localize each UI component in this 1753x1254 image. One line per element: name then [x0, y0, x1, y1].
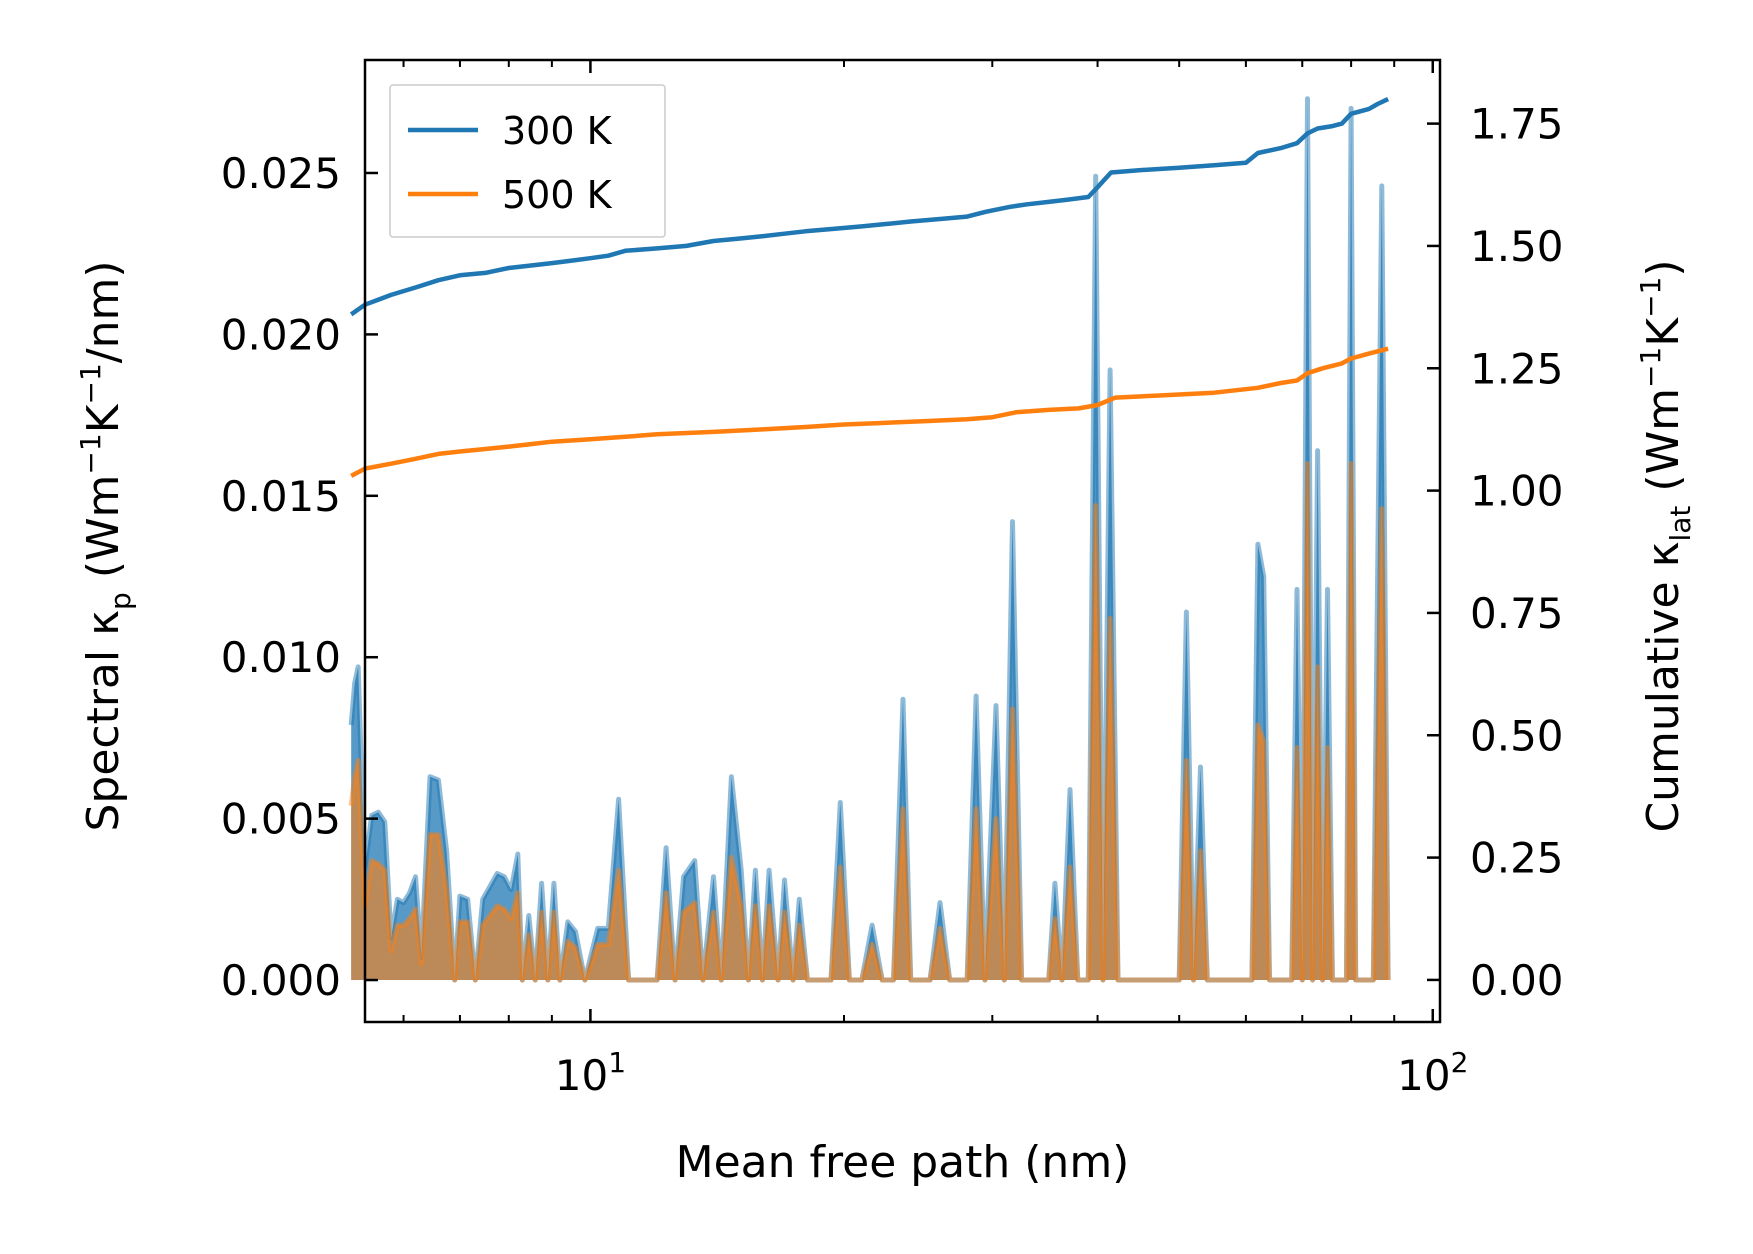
y-left-title-sub: p: [104, 592, 137, 610]
plot-frame: [363, 58, 1442, 1024]
y-right-tick-label: 0.25: [1470, 834, 1564, 883]
y-right-tick-label: 0.50: [1470, 711, 1564, 760]
y-right-tick-label: 1.50: [1470, 222, 1564, 271]
y-right-tick-label: 1.25: [1470, 344, 1564, 393]
cumulative-line-300k: [349, 97, 1390, 317]
y-right-tick-label: 0.00: [1470, 956, 1564, 1005]
x-axis-title: Mean free path (nm): [676, 1137, 1130, 1188]
y-right-title-sup2: −1: [1634, 277, 1667, 318]
y-right-title-unit-close: ): [1638, 259, 1689, 276]
y-right-title-main: Cumulative κ: [1638, 541, 1689, 832]
y-left-tick-label: 0.015: [221, 472, 341, 521]
y-right-tick-label: 1.00: [1470, 467, 1564, 516]
y-right-axis-title: Cumulative κlat (Wm−1K−1): [1634, 259, 1697, 832]
y-right-title-sup1: −1: [1634, 347, 1667, 388]
legend-label-300k: 300 K: [502, 109, 613, 153]
x-tick-base: 10: [555, 1051, 608, 1100]
y-left-title-sup2: −1: [74, 363, 107, 404]
y-left-tick-label: 0.025: [221, 149, 341, 198]
x-tick-label: 102: [1397, 1046, 1468, 1100]
x-tick-label: 101: [555, 1046, 626, 1100]
cumulative-series-layer: [349, 97, 1390, 478]
x-tick-base: 10: [1397, 1051, 1450, 1100]
x-tick-exponent: 1: [608, 1046, 626, 1079]
y-right-tick-label: 1.75: [1470, 100, 1564, 149]
y-left-tick-label: 0.020: [221, 310, 341, 359]
y-right-title-unit-mid: K: [1638, 317, 1689, 347]
y-left-axis-title: Spectral κp (Wm−1K−1/nm): [74, 260, 137, 831]
y-left-title-unit-mid: K: [78, 403, 129, 433]
y-left-tick-label: 0.005: [221, 795, 341, 844]
legend-box: [389, 84, 666, 238]
cumulative-line-500k: [350, 346, 1389, 478]
y-left-tick-label: 0.010: [221, 633, 341, 682]
ticks-layer: 101 1020.0000.0050.0100.0150.0200.0250.00…: [221, 60, 1564, 1100]
y-left-title-unit-open: (Wm: [78, 475, 129, 593]
y-left-title-main: Spectral κ: [78, 610, 129, 832]
x-tick-exponent: 2: [1451, 1046, 1469, 1079]
y-left-title-unit-close: /nm): [78, 260, 129, 363]
y-left-title-sup1: −1: [74, 433, 107, 474]
y-left-tick-label: 0.000: [221, 956, 341, 1005]
legend-label-500k: 500 K: [502, 173, 613, 217]
y-right-title-unit-open: (Wm: [1638, 388, 1689, 506]
legend: 300 K 500 K: [389, 84, 666, 238]
y-right-tick-label: 0.75: [1470, 589, 1564, 638]
spectral-series-layer: [348, 96, 1391, 983]
spectral-line-500k: [348, 461, 1391, 983]
y-right-title-sub: lat: [1664, 506, 1697, 542]
